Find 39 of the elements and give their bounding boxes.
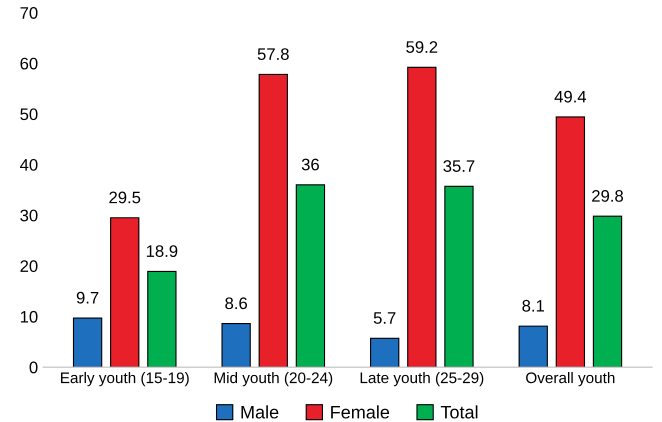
- legend-label: Male: [241, 405, 278, 419]
- bar: [147, 270, 177, 368]
- data-label: 49.4: [554, 90, 586, 103]
- bar: [370, 338, 400, 368]
- bar: [592, 216, 622, 368]
- bar: [556, 116, 586, 368]
- data-label: 35.7: [443, 160, 474, 172]
- y-tick-label: 30: [20, 210, 38, 222]
- y-tick-label: 50: [20, 108, 38, 120]
- bar: [110, 217, 140, 368]
- data-label: 18.9: [146, 245, 178, 258]
- bar: [444, 186, 474, 368]
- legend-label: Total: [440, 405, 478, 419]
- data-label: 8.1: [522, 300, 544, 312]
- y-tick-label: 40: [20, 158, 38, 171]
- x-tick-label: Late youth (25-29): [360, 372, 484, 386]
- data-label: 36: [302, 158, 319, 170]
- bar: [518, 326, 548, 368]
- bar: [296, 184, 326, 368]
- y-tick-label: 0: [30, 362, 38, 374]
- x-tick-label: Early youth (15-19): [61, 372, 189, 386]
- y-tick-label: 10: [20, 310, 38, 323]
- bar: [407, 66, 436, 368]
- bar: [221, 323, 251, 368]
- data-label: 8.6: [225, 297, 247, 310]
- data-label: 57.8: [258, 48, 289, 60]
- data-label: 5.7: [374, 312, 396, 324]
- data-label: 9.7: [76, 292, 98, 304]
- bar: [258, 74, 288, 368]
- bar: [72, 317, 102, 368]
- x-tick-label: Mid youth (20-24): [214, 372, 332, 386]
- x-tick-label: Overall youth: [526, 372, 614, 386]
- y-tick-label: 70: [20, 7, 38, 19]
- y-tick-label: 60: [20, 58, 38, 70]
- legend-label: Female: [331, 405, 390, 419]
- data-label: 29.5: [109, 192, 140, 204]
- data-label: 59.2: [406, 41, 438, 53]
- data-label: 29.8: [592, 190, 623, 202]
- y-tick-label: 20: [20, 260, 38, 272]
